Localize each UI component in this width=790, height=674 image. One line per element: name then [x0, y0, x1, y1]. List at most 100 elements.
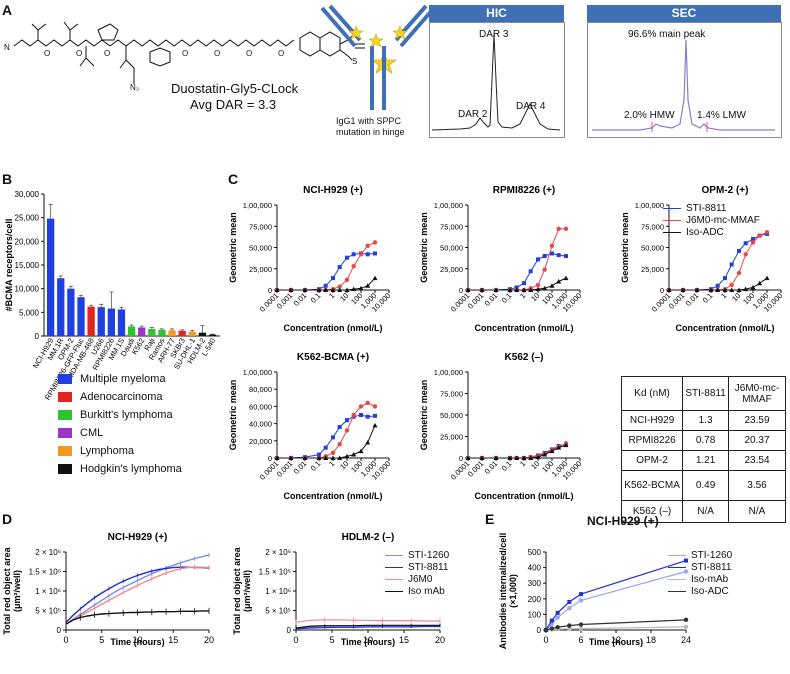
- data-point: [359, 251, 363, 256]
- category-label: K562: [130, 337, 147, 357]
- data-point: [323, 287, 328, 293]
- y-tick-label: 1,00,000: [434, 368, 463, 377]
- sec-main-peak: 96.6% main peak: [628, 29, 706, 40]
- data-point: [750, 284, 756, 290]
- legend-swatch: [58, 428, 72, 438]
- panel-e-title: NCI-H929 (+): [587, 514, 659, 528]
- data-point: [466, 288, 470, 292]
- bar: [158, 329, 166, 336]
- series-line: [65, 566, 210, 623]
- legend-swatch: [385, 578, 403, 580]
- data-point: [323, 283, 328, 288]
- data-point: [743, 241, 748, 246]
- series-line: [669, 277, 768, 291]
- data-point: [542, 267, 547, 272]
- x-tick-label: 20: [204, 635, 214, 645]
- x-tick-label: 0.01: [483, 459, 500, 476]
- data-point: [494, 456, 498, 460]
- x-tick-label: 100: [349, 459, 364, 474]
- legend-item: Lymphoma: [58, 442, 182, 460]
- panel-e-label: E: [485, 511, 495, 527]
- data-point: [757, 280, 763, 286]
- legend-label: STI-8811: [686, 202, 727, 214]
- data-point: [683, 617, 689, 623]
- bar: [127, 326, 136, 336]
- x-tick-label: 10,000: [762, 291, 785, 314]
- kd-row: K562-BCMA 0.49 3.56: [620, 470, 786, 501]
- legend-swatch: [58, 374, 72, 384]
- data-point: [323, 287, 329, 292]
- category-label: HDLM-2: [185, 337, 207, 366]
- legend-swatch: [663, 219, 681, 221]
- data-point: [507, 287, 513, 292]
- data-point: [528, 454, 533, 460]
- series-line: [545, 626, 687, 631]
- kd-header-cell: Kd (nM): [620, 376, 684, 411]
- x-tick-label: 0.0001: [449, 291, 472, 314]
- legend-label: J6M0: [408, 573, 433, 585]
- x-tick-label: 0.1: [701, 291, 715, 305]
- data-point: [508, 456, 512, 460]
- data-point: [323, 455, 329, 460]
- data-point: [289, 456, 293, 460]
- x-tick-label: 1: [327, 459, 336, 468]
- data-point: [316, 287, 322, 293]
- category-label: ARH-77: [156, 337, 177, 365]
- kd-cell: RPMI8226: [620, 430, 684, 451]
- x-tick-label: 0.1: [500, 291, 514, 305]
- data-point: [351, 252, 356, 257]
- data-point: [556, 443, 561, 448]
- y-tick-label: 300: [528, 579, 542, 588]
- y-tick-label: 1 × 10⁶: [35, 587, 61, 596]
- series-line: [65, 566, 210, 625]
- legend-item: Hodgkin's lymphoma: [58, 460, 182, 478]
- svg-text:O: O: [44, 49, 50, 58]
- legend-label: Burkitt's lymphoma: [80, 409, 173, 421]
- sec-header: SEC: [587, 5, 781, 22]
- kd-cell: N/A: [682, 500, 729, 523]
- x-tick-label: 0: [543, 635, 548, 645]
- data-point: [536, 257, 540, 262]
- series-line: [295, 624, 440, 629]
- data-point: [465, 287, 471, 292]
- data-point: [365, 283, 371, 288]
- chart-title: K562 (–): [505, 352, 544, 363]
- data-point: [317, 452, 321, 457]
- x-tick-label: 1: [719, 291, 728, 300]
- series-line: [669, 233, 768, 291]
- data-point: [372, 275, 378, 281]
- x-tick-label: 1: [518, 459, 527, 468]
- legend-label: Lymphoma: [80, 445, 135, 457]
- y-tick-label: 0: [57, 626, 62, 635]
- data-point: [365, 414, 370, 419]
- data-point: [479, 455, 485, 461]
- kd-cell: 20.37: [728, 430, 786, 451]
- kd-cell: 1.21: [682, 450, 729, 471]
- y-tick-label: 100: [528, 610, 542, 619]
- x-tick-label: 15: [168, 635, 178, 645]
- data-point: [555, 624, 560, 630]
- data-point: [337, 265, 342, 270]
- chart-title: NCI-H929 (+): [108, 532, 168, 543]
- data-point: [549, 618, 554, 623]
- data-point: [514, 455, 520, 460]
- legend-swatch: [668, 554, 686, 556]
- svg-text:O: O: [278, 49, 284, 58]
- hic-dar2: DAR 2: [458, 109, 488, 120]
- kd-cell: K562 (–): [620, 500, 684, 523]
- data-point: [465, 287, 471, 293]
- bar: [168, 330, 176, 336]
- data-point: [323, 454, 328, 459]
- y-tick-label: 40,000: [249, 420, 272, 429]
- data-point: [373, 413, 377, 418]
- data-point: [344, 428, 350, 433]
- data-point: [479, 287, 485, 292]
- x-tick-label: 20: [435, 635, 445, 645]
- legend-item: J6M0-mc-MMAF: [663, 214, 760, 226]
- series-line: [468, 277, 567, 291]
- data-point: [722, 287, 728, 292]
- data-point: [337, 287, 343, 292]
- data-point: [359, 413, 363, 417]
- x-tick-label: 0.001: [275, 459, 295, 479]
- data-point: [303, 455, 307, 460]
